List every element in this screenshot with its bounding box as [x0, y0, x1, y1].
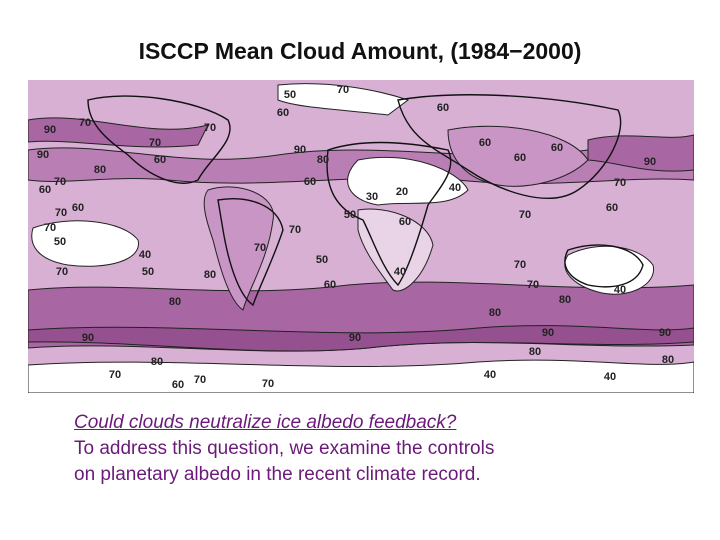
contour-label: 70: [44, 222, 56, 234]
contour-label: 90: [294, 144, 306, 156]
contour-label: 60: [39, 184, 51, 196]
contour-label: 60: [304, 176, 316, 188]
contour-label: 70: [514, 259, 526, 271]
contour-label: 70: [194, 374, 206, 386]
contour-label: 80: [169, 296, 181, 308]
contour-label: 70: [109, 369, 121, 381]
contour-label: 40: [484, 369, 496, 381]
contour-label: 90: [644, 156, 656, 168]
contour-label: 70: [79, 117, 91, 129]
contour-label: 70: [254, 242, 266, 254]
contour-label: 60: [606, 202, 618, 214]
contour-label: 60: [324, 279, 336, 291]
contour-label: 60: [277, 107, 289, 119]
contour-label: 70: [56, 266, 68, 278]
contour-label: 40: [139, 249, 151, 261]
contour-label: 60: [172, 379, 184, 391]
contour-label: 90: [82, 332, 94, 344]
contour-label: 80: [489, 307, 501, 319]
contour-label: 50: [142, 266, 154, 278]
contour-label: 60: [479, 137, 491, 149]
contour-label: 90: [37, 149, 49, 161]
contour-label: 60: [72, 202, 84, 214]
contour-label: 70: [262, 378, 274, 390]
contour-label: 70: [149, 137, 161, 149]
contour-label: 80: [94, 164, 106, 176]
contour-label: 50: [54, 236, 66, 248]
contour-label: 80: [151, 356, 163, 368]
contour-label: 70: [337, 84, 349, 96]
contour-label: 40: [604, 371, 616, 383]
contour-label: 90: [44, 124, 56, 136]
contour-label: 90: [349, 332, 361, 344]
contour-label: 20: [396, 186, 408, 198]
contour-label: 60: [514, 152, 526, 164]
contour-label: 80: [204, 269, 216, 281]
contour-label: 40: [614, 284, 626, 296]
contour-label: 60: [399, 216, 411, 228]
contour-label: 30: [366, 191, 378, 203]
contour-label: 80: [317, 154, 329, 166]
cloud-bands: [28, 83, 694, 393]
question: Could clouds neutralize ice albedo feedb…: [74, 412, 457, 433]
caption: Could clouds neutralize ice albedo feedb…: [74, 410, 494, 488]
contour-label: 70: [519, 209, 531, 221]
contour-label: 50: [316, 254, 328, 266]
contour-label: 40: [394, 266, 406, 278]
contour-label: 80: [662, 354, 674, 366]
slide-title: ISCCP Mean Cloud Amount, (1984−2000): [138, 38, 582, 64]
contour-label: 50: [284, 89, 296, 101]
body-line: on planetary albedo in the recent climat…: [74, 464, 481, 485]
contour-label: 70: [204, 122, 216, 134]
coastlines: [87, 94, 644, 307]
contour-label: 80: [559, 294, 571, 306]
contour-label: 90: [659, 327, 671, 339]
contour-label: 80: [529, 346, 541, 358]
contour-label: 60: [437, 102, 449, 114]
contour-label: 60: [154, 154, 166, 166]
contour-label: 70: [55, 207, 67, 219]
contour-label: 40: [449, 182, 461, 194]
contour-label: 70: [527, 279, 539, 291]
contour-label: 90: [542, 327, 554, 339]
contour-label: 70: [289, 224, 301, 236]
body-line: To address this question, we examine the…: [74, 438, 495, 459]
contour-label: 50: [344, 209, 356, 221]
contour-label: 60: [551, 142, 563, 154]
contour-label: 70: [54, 176, 66, 188]
contour-label: 70: [614, 177, 626, 189]
